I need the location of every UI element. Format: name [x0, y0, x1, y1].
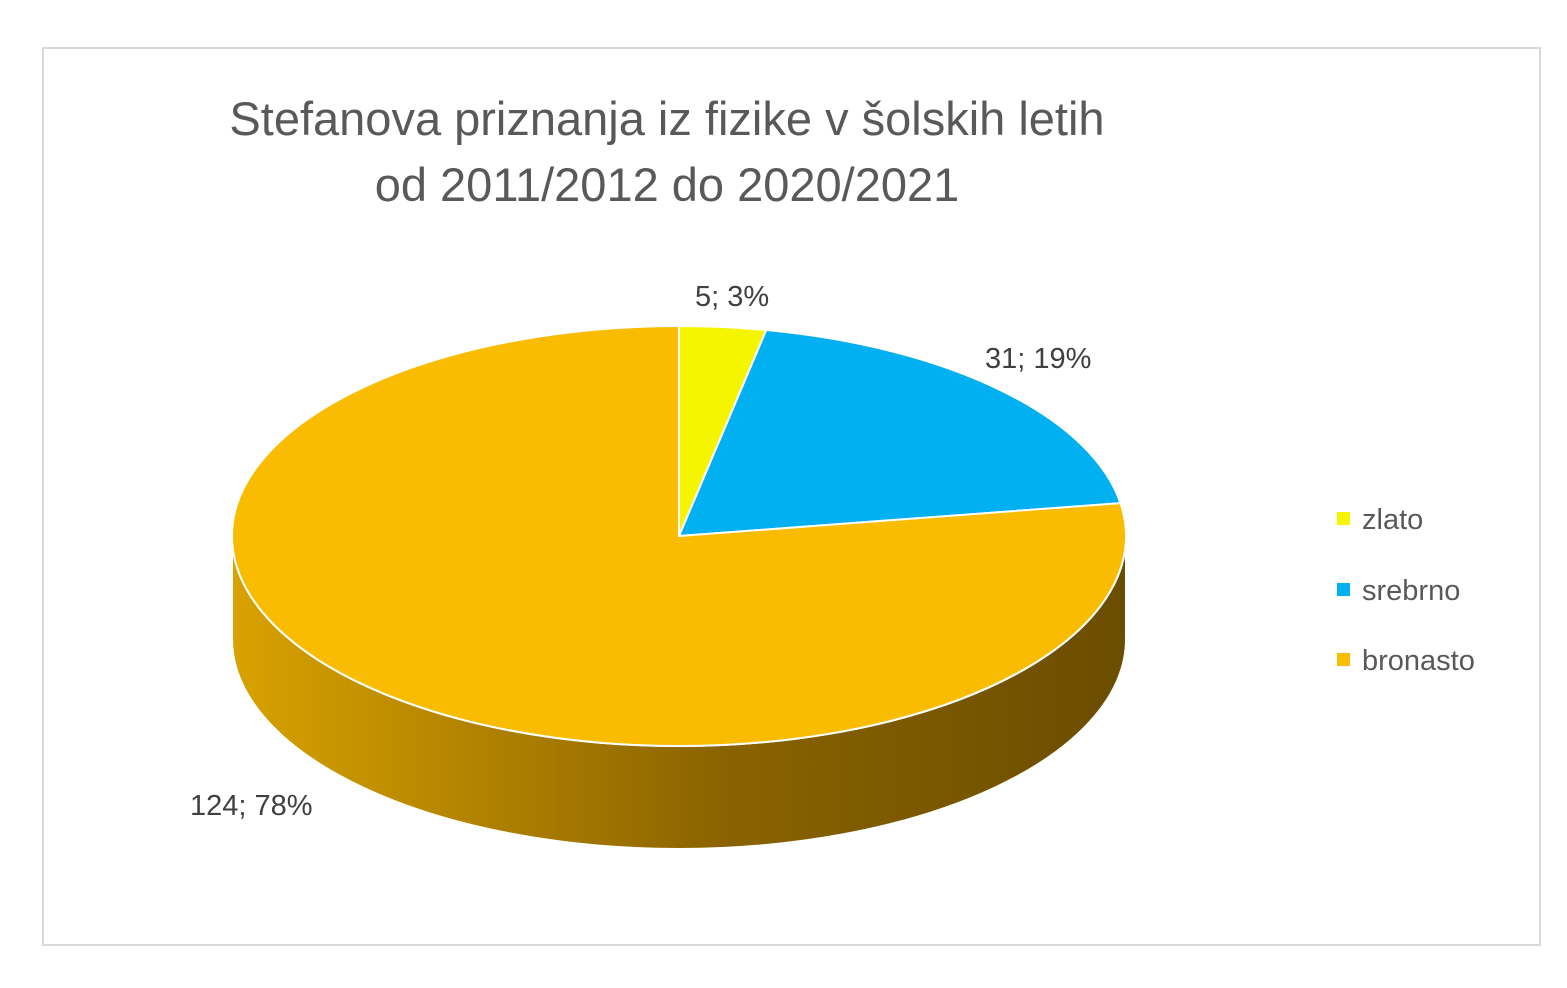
chart-title-line-1: Stefanova priznanja iz fizike v šolskih … — [229, 92, 1105, 145]
legend-swatch-srebrno — [1337, 583, 1350, 596]
pie-slice-bronasto — [231, 324, 1128, 747]
chart-title: Stefanova priznanja iz fizike v šolskih … — [42, 86, 1292, 218]
pie-slices — [231, 324, 1128, 747]
data-labels: 5; 3% 31; 19% 124; 78% — [190, 281, 1091, 822]
legend-swatch-bronasto — [1337, 653, 1350, 666]
legend-label-srebrno: srebrno — [1362, 575, 1460, 607]
legend: zlato srebrno bronasto — [1337, 504, 1475, 677]
data-label-srebrno: 31; 19% — [985, 343, 1091, 375]
data-label-bronasto: 124; 78% — [190, 790, 313, 822]
legend-label-zlato: zlato — [1362, 504, 1423, 536]
legend-swatch-zlato — [1337, 512, 1350, 525]
chart-title-line-2: od 2011/2012 do 2020/2021 — [374, 158, 960, 211]
legend-label-bronasto: bronasto — [1362, 645, 1475, 677]
pie-slice-srebrno — [677, 328, 1122, 538]
data-label-zlato: 5; 3% — [695, 281, 769, 313]
